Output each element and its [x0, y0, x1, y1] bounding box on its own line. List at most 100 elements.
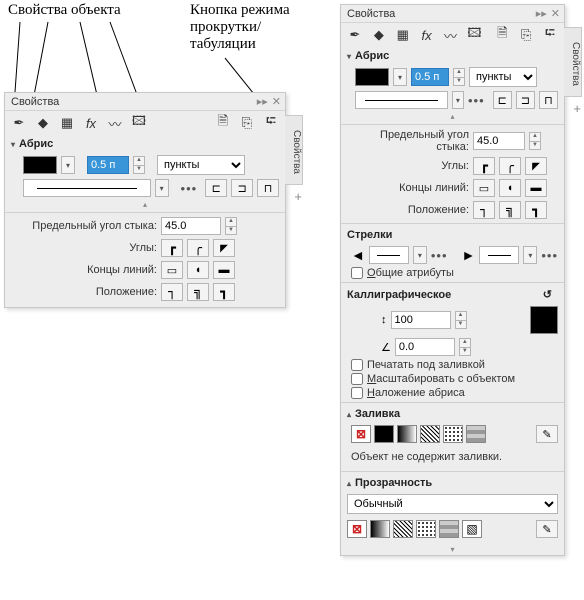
miter-spinner[interactable]: ▲▼ [225, 217, 237, 235]
units-select[interactable]: пункты [157, 155, 245, 175]
panel-small: Свойства ▸▸✕ Свойства + ✒ ◆ ▦ fx 〰 🖾 🗎 ⎘… [4, 92, 286, 308]
fx-tab-icon[interactable]: fx [81, 114, 101, 132]
fill-tab-icon[interactable]: ◆ [33, 114, 53, 132]
arrow-left-icon: ◄ [351, 247, 365, 263]
fill-grad[interactable] [397, 425, 417, 443]
scale-with-check[interactable] [351, 373, 363, 385]
scroll-mode-icon[interactable]: ⮓ [261, 114, 281, 132]
tri-icon[interactable]: ▾ [11, 140, 15, 149]
print-under-check[interactable] [351, 359, 363, 371]
arrows-section: Стрелки [347, 229, 392, 241]
trans-texture[interactable] [439, 520, 459, 538]
stretch-input[interactable] [391, 311, 451, 329]
trans-section: Прозрачность [355, 477, 432, 489]
fill-solid[interactable] [374, 425, 394, 443]
a-icon[interactable]: 🗎 [213, 114, 233, 132]
arrow-end-select[interactable] [479, 246, 519, 264]
color-swatch-2[interactable] [355, 68, 389, 86]
angle-input[interactable] [395, 338, 455, 356]
arrow-start-select[interactable] [369, 246, 409, 264]
trans-mode-select[interactable]: Обычный [347, 494, 558, 514]
curve-tab-icon-2[interactable]: 〰 [441, 26, 461, 44]
panel-dock-icon[interactable]: ▸▸ [257, 95, 268, 108]
pen-tab-icon[interactable]: ✒ [9, 114, 29, 132]
trans-uniform[interactable] [370, 520, 390, 538]
panel-title-text: Свойства [11, 96, 59, 108]
overlay-check[interactable] [351, 387, 363, 399]
annotation-left: Свойства объекта [8, 2, 121, 19]
outline-color-swatch[interactable] [23, 156, 57, 174]
annotation-right: Кнопка режима прокрутки/ табуляции [190, 2, 290, 53]
expand-icon[interactable]: ▴ [5, 199, 285, 210]
outline-width-input[interactable] [87, 156, 129, 174]
fill-section: Заливка [355, 408, 400, 420]
end-flat[interactable]: ▭ [161, 261, 183, 279]
trans-tab-icon-2[interactable]: ▦ [393, 26, 413, 44]
b-icon[interactable]: ⎘ [237, 114, 257, 132]
panel-large: Свойства ▸▸✕ Свойства + ✒ ◆ ▦ fx 〰 🖾 🗎 ⎘… [340, 4, 565, 556]
cap3[interactable]: ⊓ [257, 179, 279, 197]
close-icon-2[interactable]: ✕ [551, 7, 560, 20]
fill-empty-msg: Объект не содержит заливки. [341, 445, 564, 469]
miter-input[interactable] [161, 217, 221, 235]
units-select-2[interactable]: пункты [469, 67, 537, 87]
pos-in[interactable]: ┓ [213, 283, 235, 301]
line-preview-2[interactable] [355, 91, 448, 109]
fill-none[interactable]: ⊠ [351, 425, 371, 443]
side-tab[interactable]: Свойства [285, 115, 303, 185]
end-round[interactable]: ◖ [187, 261, 209, 279]
pos-mid[interactable]: ╗ [187, 283, 209, 301]
side-add-icon[interactable]: + [294, 189, 302, 204]
corner-bevel[interactable]: ◤ [213, 239, 235, 257]
line-style-more[interactable]: ••• [181, 181, 198, 196]
b-icon-2[interactable]: ⎘ [516, 26, 536, 44]
trans-bitmap[interactable]: ▧ [462, 520, 482, 538]
outline-section-2: Абрис [355, 50, 389, 62]
line-style-preview[interactable] [23, 179, 151, 197]
nib-preview [530, 306, 558, 334]
side-add-icon-2[interactable]: + [573, 101, 581, 116]
width-input-2[interactable] [411, 68, 449, 86]
width-spinner[interactable]: ▲▼ [133, 156, 145, 174]
arrow-right-icon: ► [461, 247, 475, 263]
panel-title-text-2: Свойства [347, 8, 395, 20]
trans-none[interactable]: ⊠ [347, 520, 367, 538]
fx-tab-icon-2[interactable]: fx [417, 26, 437, 44]
fill-edit[interactable]: ✎ [536, 425, 558, 443]
curve-tab-icon[interactable]: 〰 [105, 114, 125, 132]
scroll-mode-icon-2[interactable]: ⮓ [540, 26, 560, 44]
line-style-dd[interactable]: ▾ [155, 179, 169, 197]
a-icon-2[interactable]: 🗎 [492, 26, 512, 44]
pos-out[interactable]: ┐ [161, 283, 183, 301]
fill-texture[interactable] [443, 425, 463, 443]
corners-label: Углы: [11, 242, 157, 254]
trans-pattern[interactable] [416, 520, 436, 538]
stretch-icon: ↕ [381, 314, 387, 326]
transparency-tab-icon[interactable]: ▦ [57, 114, 77, 132]
fill-pattern[interactable] [420, 425, 440, 443]
trans-fountain[interactable] [393, 520, 413, 538]
corner-miter[interactable]: ┏ [161, 239, 183, 257]
dock-icon-2[interactable]: ▸▸ [536, 7, 547, 20]
color-dd[interactable]: ▾ [61, 156, 75, 174]
position-label: Положение: [11, 286, 157, 298]
trans-edit[interactable]: ✎ [536, 520, 558, 538]
cap2[interactable]: ⊐ [231, 179, 253, 197]
side-tab-2[interactable]: Свойства [564, 27, 582, 97]
miter-label: Предельный угол стыка: [11, 220, 157, 232]
pen-tab-icon-2[interactable]: ✒ [345, 26, 365, 44]
fill-postscript[interactable] [466, 425, 486, 443]
corner-round[interactable]: ╭ [187, 239, 209, 257]
ends-label: Концы линий: [11, 264, 157, 276]
fill-tab-icon-2[interactable]: ◆ [369, 26, 389, 44]
miter-input-2[interactable] [473, 132, 525, 150]
reset-icon[interactable]: ↺ [543, 288, 558, 301]
angle-icon: ∠ [381, 341, 391, 354]
image-tab-icon-2[interactable]: 🖾 [464, 26, 484, 44]
cap1[interactable]: ⊏ [205, 179, 227, 197]
end-sq[interactable]: ▬ [213, 261, 235, 279]
panel-close-icon[interactable]: ✕ [272, 95, 281, 108]
image-tab-icon[interactable]: 🖾 [129, 114, 149, 132]
shared-attrs-check[interactable] [351, 267, 363, 279]
outline-section-label: Абрис [19, 138, 53, 150]
